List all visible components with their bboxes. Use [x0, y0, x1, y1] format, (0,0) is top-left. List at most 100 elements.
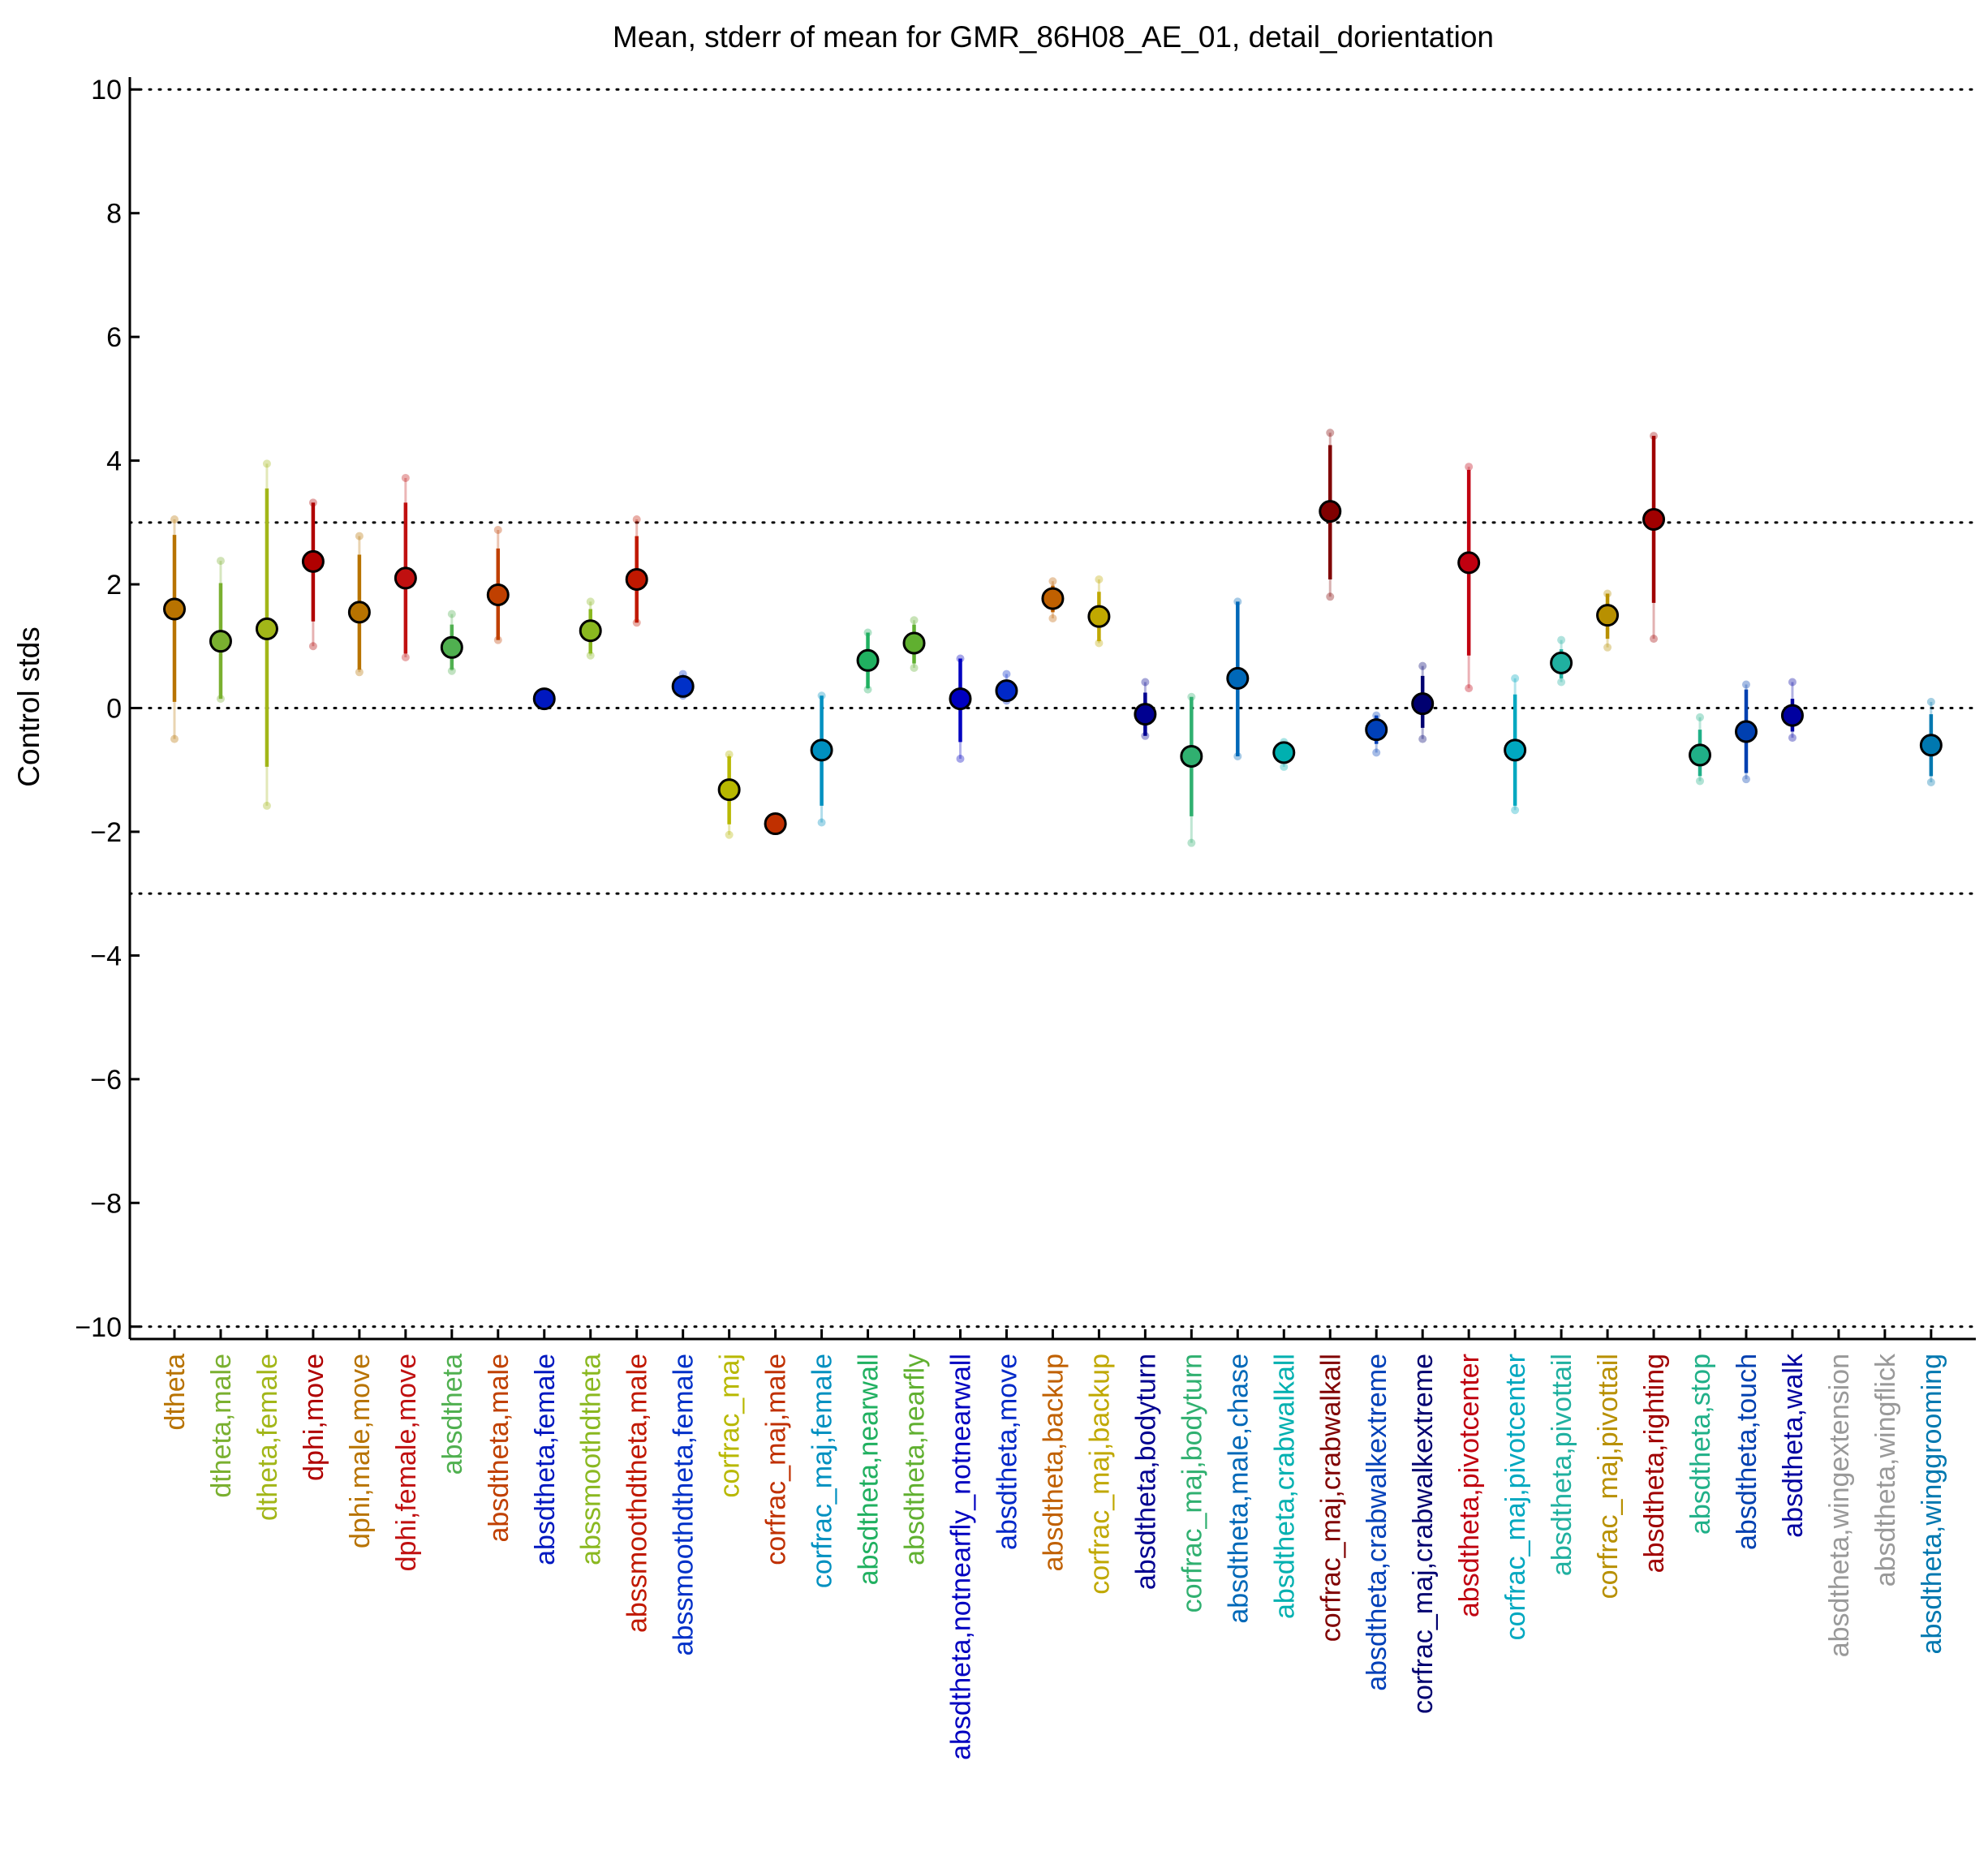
range-low-point [355, 668, 364, 677]
y-tick-label: 4 [106, 446, 122, 477]
x-category-label: absdtheta,backup [1038, 1354, 1069, 1571]
range-low-point [170, 734, 179, 743]
range-high-point [170, 515, 179, 524]
mean-point [1457, 551, 1481, 575]
mean-point [810, 738, 833, 762]
range-high-point [1141, 678, 1150, 687]
range-low-point [1511, 806, 1520, 815]
error-bar-group [1642, 432, 1666, 644]
x-category-label: dphi,male,move [345, 1354, 376, 1548]
range-low-point [1741, 775, 1750, 784]
mean-point [1596, 604, 1620, 627]
y-tick-label: 10 [91, 75, 122, 105]
x-category-label: absdtheta,crabwalkall [1269, 1354, 1300, 1619]
x-category-label: corfrac_maj,crabwalkall [1315, 1354, 1346, 1642]
x-category-label: dtheta,male [206, 1354, 237, 1498]
x-category-label: absdtheta,pivotcenter [1454, 1354, 1485, 1617]
range-low-point [1048, 614, 1057, 622]
y-axis-label: Control stds [12, 626, 45, 786]
error-bar-group [394, 473, 417, 661]
range-high-point [1095, 575, 1104, 583]
range-high-point [493, 525, 502, 534]
range-high-point [262, 459, 271, 468]
range-low-point [1418, 734, 1427, 743]
range-high-point [1511, 674, 1520, 682]
range-low-point [447, 666, 456, 675]
y-tick-label: −6 [90, 1065, 122, 1096]
mean-point [532, 687, 556, 711]
range-low-point [1696, 777, 1705, 786]
data-marks [163, 428, 1943, 847]
chart-title: Mean, stderr of mean for GMR_86H08_AE_01… [613, 20, 1494, 54]
error-bar-group [1087, 575, 1111, 648]
error-bar-group [1272, 738, 1296, 771]
x-category-label: absdtheta,winggrooming [1917, 1354, 1947, 1654]
error-bar-group [1041, 577, 1065, 622]
x-category-label: absdtheta,move [992, 1354, 1022, 1550]
error-bar-group [1504, 674, 1527, 815]
range-high-point [1418, 661, 1427, 670]
y-tick-label: −4 [90, 941, 122, 971]
x-category-label: absdtheta,righting [1639, 1354, 1670, 1573]
error-bar-group [1226, 597, 1250, 760]
y-tick-label: −8 [90, 1188, 122, 1219]
x-axis-category-labels: dtheta dtheta,male dtheta,female dphi,move d… [160, 1353, 1947, 1760]
mean-point [1550, 651, 1573, 674]
error-bar-group [625, 515, 648, 627]
x-category-label: absdtheta,wingflick [1870, 1353, 1901, 1587]
range-low-point [956, 755, 965, 764]
mean-point [394, 566, 417, 590]
mean-point [856, 648, 880, 672]
mean-point [1642, 508, 1666, 532]
error-bar-group [1734, 680, 1758, 784]
x-category-label: dtheta [160, 1354, 191, 1431]
range-low-point [262, 801, 271, 810]
range-low-point [1603, 643, 1612, 652]
mean-point [671, 674, 695, 698]
error-bar-group [949, 654, 972, 764]
x-category-label: corfrac_maj,backup [1084, 1354, 1115, 1595]
mean-point [255, 617, 278, 640]
range-low-point [1280, 762, 1289, 771]
range-low-point [1788, 734, 1797, 743]
x-category-label: absdtheta,bodyturn [1130, 1354, 1161, 1590]
range-low-point [1926, 777, 1935, 786]
mean-point [1272, 741, 1296, 764]
range-low-point [586, 651, 595, 660]
x-category-label: abssmoothdtheta,male [622, 1354, 653, 1633]
range-high-point [1741, 680, 1750, 689]
mean-point [1734, 720, 1758, 743]
mean-point [1226, 666, 1250, 690]
error-bar-group [1689, 713, 1712, 786]
error-bar-group [1319, 428, 1342, 601]
x-category-label: dtheta,female [252, 1354, 283, 1521]
mean-point [902, 631, 926, 655]
x-category-label: abssmoothdtheta,female [669, 1354, 699, 1655]
x-category-label: absdtheta,walk [1778, 1353, 1809, 1538]
mean-point [995, 679, 1018, 703]
mean-point [163, 597, 186, 621]
mean-point [1411, 692, 1435, 716]
error-bar-group [856, 628, 880, 694]
y-tick-label: 0 [106, 694, 122, 725]
mean-point [1041, 587, 1065, 610]
error-bar-group [301, 498, 325, 651]
range-high-point [355, 532, 364, 540]
mean-point [440, 635, 463, 659]
range-high-point [1002, 670, 1011, 678]
mean-point [347, 601, 371, 624]
range-high-point [401, 473, 410, 482]
x-category-label: corfrac_maj,bodyturn [1177, 1354, 1207, 1612]
mean-point [1504, 738, 1527, 762]
mean-point [949, 687, 972, 711]
x-category-label: dphi,move [299, 1354, 329, 1481]
range-low-point [401, 652, 410, 661]
mean-point [209, 630, 232, 653]
range-low-point [817, 818, 826, 827]
error-bar-group [1457, 463, 1481, 693]
error-bar-group [1134, 678, 1157, 740]
error-bar-group [1411, 661, 1435, 743]
error-bar-group [717, 750, 741, 839]
